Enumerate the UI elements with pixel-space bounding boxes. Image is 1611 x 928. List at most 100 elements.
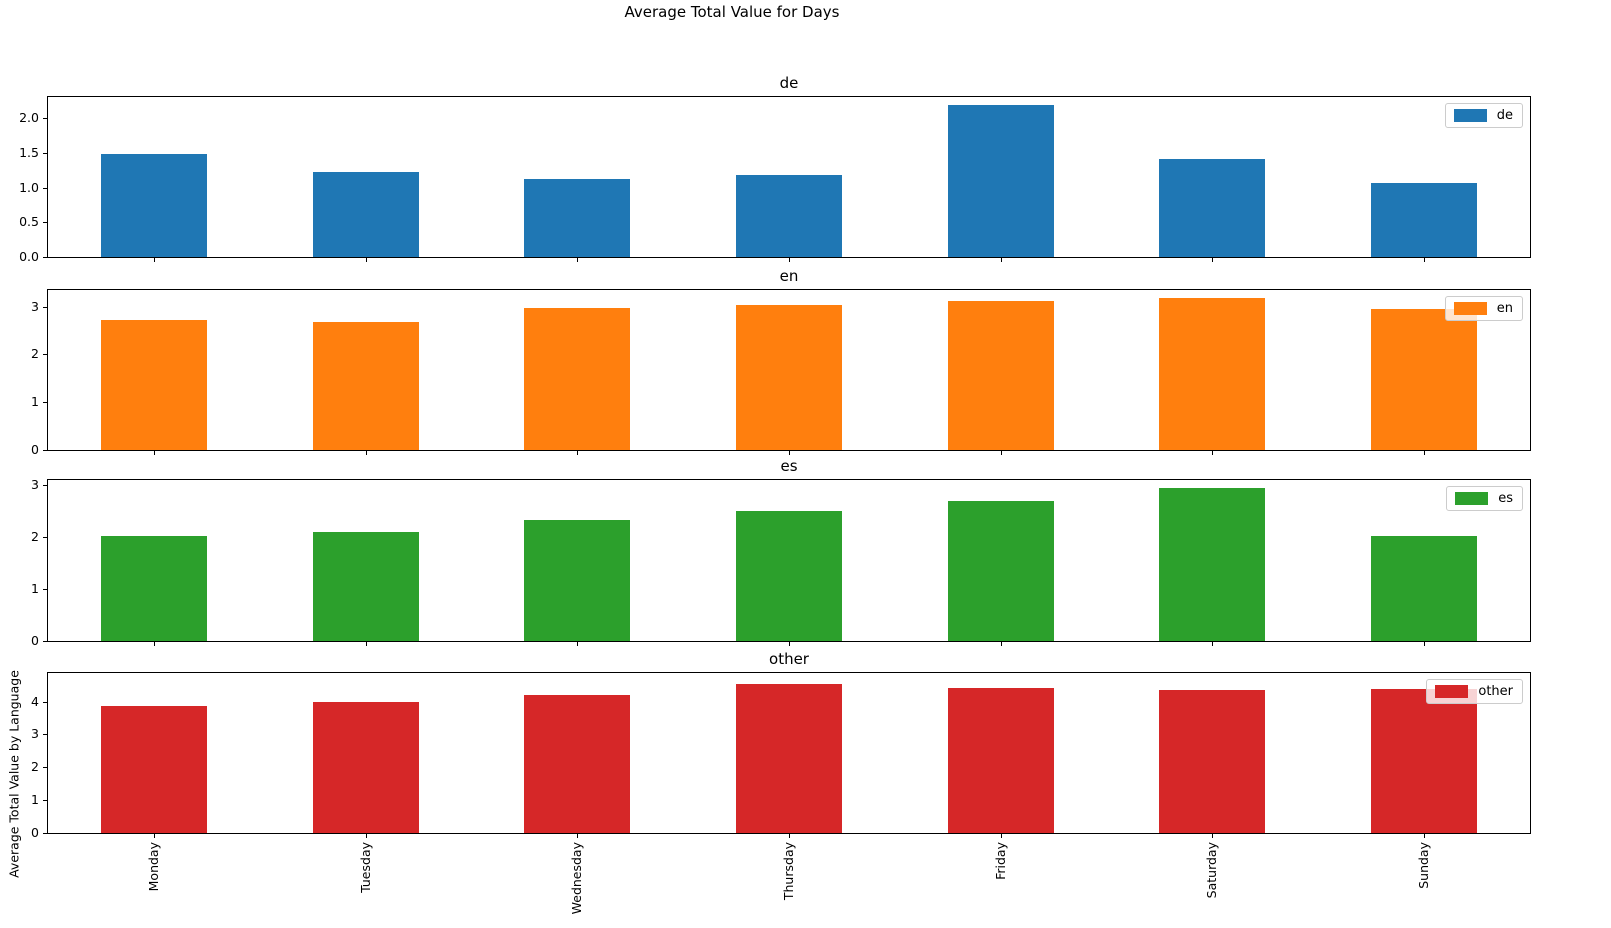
x-tick-mark bbox=[1424, 451, 1425, 455]
y-tick-label: 1 bbox=[31, 792, 39, 807]
bar-other-monday bbox=[101, 706, 207, 833]
x-tick-mark bbox=[1001, 834, 1002, 838]
bar-de-sunday bbox=[1371, 183, 1477, 257]
y-tick-label: 2 bbox=[31, 759, 39, 774]
y-tick-mark bbox=[43, 537, 47, 538]
bar-es-saturday bbox=[1159, 488, 1265, 641]
legend-label-de: de bbox=[1496, 108, 1513, 123]
bar-es-friday bbox=[948, 501, 1054, 641]
y-tick-mark bbox=[43, 702, 47, 703]
bar-de-thursday bbox=[736, 175, 842, 257]
bar-en-saturday bbox=[1159, 298, 1265, 450]
legend-swatch-es bbox=[1455, 492, 1489, 505]
subplot-title-es: es bbox=[780, 457, 798, 475]
bar-es-tuesday bbox=[313, 532, 419, 641]
x-tick-mark bbox=[1424, 258, 1425, 262]
subplot-title-en: en bbox=[779, 267, 799, 285]
x-tick-mark bbox=[1001, 642, 1002, 646]
bar-es-wednesday bbox=[524, 520, 630, 641]
y-tick-label: 2 bbox=[31, 529, 39, 544]
y-tick-label: 2 bbox=[31, 346, 39, 361]
y-tick-mark bbox=[43, 354, 47, 355]
bar-de-saturday bbox=[1159, 159, 1265, 257]
legend-en: en bbox=[1444, 296, 1523, 321]
bar-en-monday bbox=[101, 320, 207, 450]
y-tick-label: 2.0 bbox=[19, 110, 39, 125]
bar-other-friday bbox=[948, 688, 1054, 833]
bar-en-tuesday bbox=[313, 322, 419, 450]
x-tick-mark bbox=[1212, 642, 1213, 646]
subplot-panel-de: de bbox=[47, 96, 1531, 258]
bar-en-wednesday bbox=[524, 308, 630, 450]
y-tick-mark bbox=[43, 257, 47, 258]
y-tick-label: 0 bbox=[31, 633, 39, 648]
legend-swatch-de bbox=[1453, 109, 1487, 122]
legend-swatch-other bbox=[1435, 685, 1469, 698]
subplot-title-de: de bbox=[779, 74, 799, 92]
subplot-panel-other: other bbox=[47, 672, 1531, 834]
x-tick-mark bbox=[366, 258, 367, 262]
y-tick-mark bbox=[43, 589, 47, 590]
y-tick-mark bbox=[43, 153, 47, 154]
x-tick-mark bbox=[789, 258, 790, 262]
x-tick-mark bbox=[577, 451, 578, 455]
y-tick-label: 1.5 bbox=[19, 145, 39, 160]
y-tick-mark bbox=[43, 118, 47, 119]
x-tick-mark bbox=[789, 451, 790, 455]
y-tick-label: 0.5 bbox=[19, 214, 39, 229]
y-tick-mark bbox=[43, 222, 47, 223]
x-tick-mark bbox=[1212, 451, 1213, 455]
x-tick-mark bbox=[1424, 642, 1425, 646]
y-tick-mark bbox=[43, 188, 47, 189]
x-tick-label-thursday: Thursday bbox=[781, 842, 796, 901]
bar-en-sunday bbox=[1371, 309, 1477, 450]
bar-en-thursday bbox=[736, 305, 842, 450]
x-tick-label-monday: Monday bbox=[146, 842, 161, 892]
x-tick-mark bbox=[154, 258, 155, 262]
y-tick-mark bbox=[43, 485, 47, 486]
legend-label-other: other bbox=[1478, 684, 1513, 699]
x-tick-mark bbox=[154, 834, 155, 838]
y-tick-mark bbox=[43, 767, 47, 768]
subplot-panel-en: en bbox=[47, 289, 1531, 451]
x-tick-mark bbox=[366, 642, 367, 646]
bar-es-thursday bbox=[736, 511, 842, 641]
bar-en-friday bbox=[948, 301, 1054, 450]
y-tick-label: 1 bbox=[31, 581, 39, 596]
y-tick-label: 0 bbox=[31, 825, 39, 840]
x-tick-mark bbox=[1424, 834, 1425, 838]
y-tick-label: 3 bbox=[31, 299, 39, 314]
bar-other-tuesday bbox=[313, 702, 419, 833]
y-tick-mark bbox=[43, 450, 47, 451]
y-tick-label: 1.0 bbox=[19, 180, 39, 195]
x-tick-mark bbox=[1212, 834, 1213, 838]
y-tick-mark bbox=[43, 833, 47, 834]
bar-es-monday bbox=[101, 536, 207, 641]
y-tick-mark bbox=[43, 402, 47, 403]
y-tick-mark bbox=[43, 641, 47, 642]
x-tick-mark bbox=[366, 451, 367, 455]
x-tick-mark bbox=[1212, 258, 1213, 262]
bar-de-friday bbox=[948, 105, 1054, 257]
legend-label-en: en bbox=[1496, 301, 1513, 316]
subplot-panel-es: es bbox=[47, 479, 1531, 642]
bar-de-tuesday bbox=[313, 172, 419, 257]
x-tick-label-wednesday: Wednesday bbox=[569, 842, 584, 915]
x-tick-label-sunday: Sunday bbox=[1416, 842, 1431, 889]
bar-de-wednesday bbox=[524, 179, 630, 257]
x-tick-mark bbox=[577, 642, 578, 646]
legend-de: de bbox=[1444, 103, 1523, 128]
legend-swatch-en bbox=[1453, 302, 1487, 315]
x-tick-label-friday: Friday bbox=[993, 842, 1008, 880]
y-tick-label: 0.0 bbox=[19, 249, 39, 264]
bar-other-sunday bbox=[1371, 689, 1477, 833]
y-tick-mark bbox=[43, 307, 47, 308]
y-tick-label: 3 bbox=[31, 726, 39, 741]
y-tick-mark bbox=[43, 800, 47, 801]
x-tick-mark bbox=[577, 834, 578, 838]
x-tick-mark bbox=[789, 642, 790, 646]
bar-de-monday bbox=[101, 154, 207, 257]
bar-other-saturday bbox=[1159, 690, 1265, 833]
y-tick-label: 3 bbox=[31, 477, 39, 492]
x-tick-mark bbox=[1001, 451, 1002, 455]
